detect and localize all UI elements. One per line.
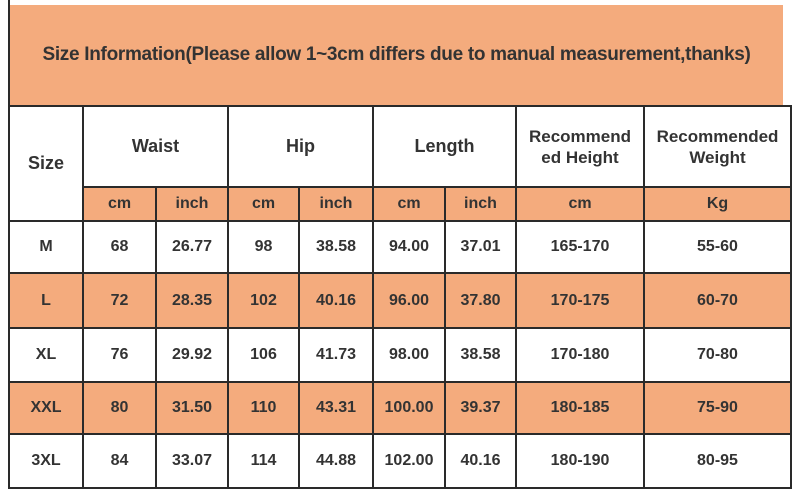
length-cm-cell: 102.00 [372, 433, 446, 489]
size-cell: XL [8, 327, 84, 383]
rec-height-label-line2: ed Height [541, 147, 619, 167]
waist-cm-unit: cm [82, 186, 157, 222]
waist-inch-cell: 29.92 [155, 327, 229, 383]
waist-column-header: Waist [82, 105, 229, 188]
hip-cm-cell: 106 [227, 327, 300, 383]
hip-cm-unit: cm [227, 186, 300, 222]
weight-range-cell: 55-60 [643, 220, 792, 274]
hip-cm-cell: 110 [227, 381, 300, 435]
waist-cm-cell: 76 [82, 327, 157, 383]
length-inch-cell: 38.58 [444, 327, 517, 383]
hip-column-header: Hip [227, 105, 374, 188]
weight-range-cell: 70-80 [643, 327, 792, 383]
header-row: Size Waist Hip Length Recommend ed Heigh… [8, 105, 792, 222]
height-range-cell: 180-190 [515, 433, 645, 489]
size-row-3xl: 3XL 84 33.07 114 44.88 102.00 40.16 180-… [8, 433, 792, 489]
size-row-xxl: XXL 80 31.50 110 43.31 100.00 39.37 180-… [8, 381, 792, 435]
weight-range-cell: 75-90 [643, 381, 792, 435]
height-range-cell: 170-175 [515, 272, 645, 329]
length-cm-unit: cm [372, 186, 446, 222]
length-cm-cell: 100.00 [372, 381, 446, 435]
height-range-cell: 165-170 [515, 220, 645, 274]
rec-weight-label-line2: Weight [689, 147, 746, 167]
length-inch-cell: 37.01 [444, 220, 517, 274]
hip-inch-cell: 43.31 [298, 381, 374, 435]
waist-inch-cell: 26.77 [155, 220, 229, 274]
length-cm-cell: 96.00 [372, 272, 446, 329]
hip-inch-unit: inch [298, 186, 374, 222]
waist-inch-unit: inch [155, 186, 229, 222]
hip-cm-cell: 98 [227, 220, 300, 274]
rec-height-label-line1: Recommend [528, 126, 632, 146]
size-cell: XXL [8, 381, 84, 435]
size-row-l: L 72 28.35 102 40.16 96.00 37.80 170-175… [8, 272, 792, 329]
hip-cm-cell: 114 [227, 433, 300, 489]
recommended-height-column-header: Recommend ed Height [515, 105, 645, 188]
length-column-header: Length [372, 105, 517, 188]
hip-inch-cell: 38.58 [298, 220, 374, 274]
height-cm-unit: cm [515, 186, 645, 222]
hip-inch-cell: 41.73 [298, 327, 374, 383]
length-inch-cell: 37.80 [444, 272, 517, 329]
size-cell: M [8, 220, 84, 274]
units-row: cm inch cm inch cm inch cm Kg [9, 186, 792, 222]
rec-weight-label-line1: Recommended [656, 126, 779, 146]
size-row-m: M 68 26.77 98 38.58 94.00 37.01 165-170 … [8, 220, 792, 274]
hip-cm-cell: 102 [227, 272, 300, 329]
height-range-cell: 170-180 [515, 327, 645, 383]
waist-cm-cell: 68 [82, 220, 157, 274]
height-range-cell: 180-185 [515, 381, 645, 435]
weight-range-cell: 80-95 [643, 433, 792, 489]
recommended-weight-column-header: Recommended Weight [643, 105, 792, 188]
weight-range-cell: 60-70 [643, 272, 792, 329]
size-table: Size Waist Hip Length Recommend ed Heigh… [8, 105, 792, 489]
size-cell: 3XL [8, 433, 84, 489]
length-inch-cell: 40.16 [444, 433, 517, 489]
waist-cm-cell: 84 [82, 433, 157, 489]
weight-kg-unit: Kg [643, 186, 792, 222]
waist-cm-cell: 72 [82, 272, 157, 329]
waist-cm-cell: 80 [82, 381, 157, 435]
size-column-header: Size [8, 105, 84, 222]
waist-inch-cell: 33.07 [155, 433, 229, 489]
hip-inch-cell: 44.88 [298, 433, 374, 489]
length-cm-cell: 98.00 [372, 327, 446, 383]
title-banner: Size Information(Please allow 1~3cm diff… [10, 5, 783, 105]
length-cm-cell: 94.00 [372, 220, 446, 274]
page-title: Size Information(Please allow 1~3cm diff… [42, 44, 751, 65]
length-inch-cell: 39.37 [444, 381, 517, 435]
size-row-xl: XL 76 29.92 106 41.73 98.00 38.58 170-18… [8, 327, 792, 383]
hip-inch-cell: 40.16 [298, 272, 374, 329]
left-border-line [8, 0, 10, 107]
waist-inch-cell: 31.50 [155, 381, 229, 435]
size-cell: L [8, 272, 84, 329]
waist-inch-cell: 28.35 [155, 272, 229, 329]
length-inch-unit: inch [444, 186, 517, 222]
